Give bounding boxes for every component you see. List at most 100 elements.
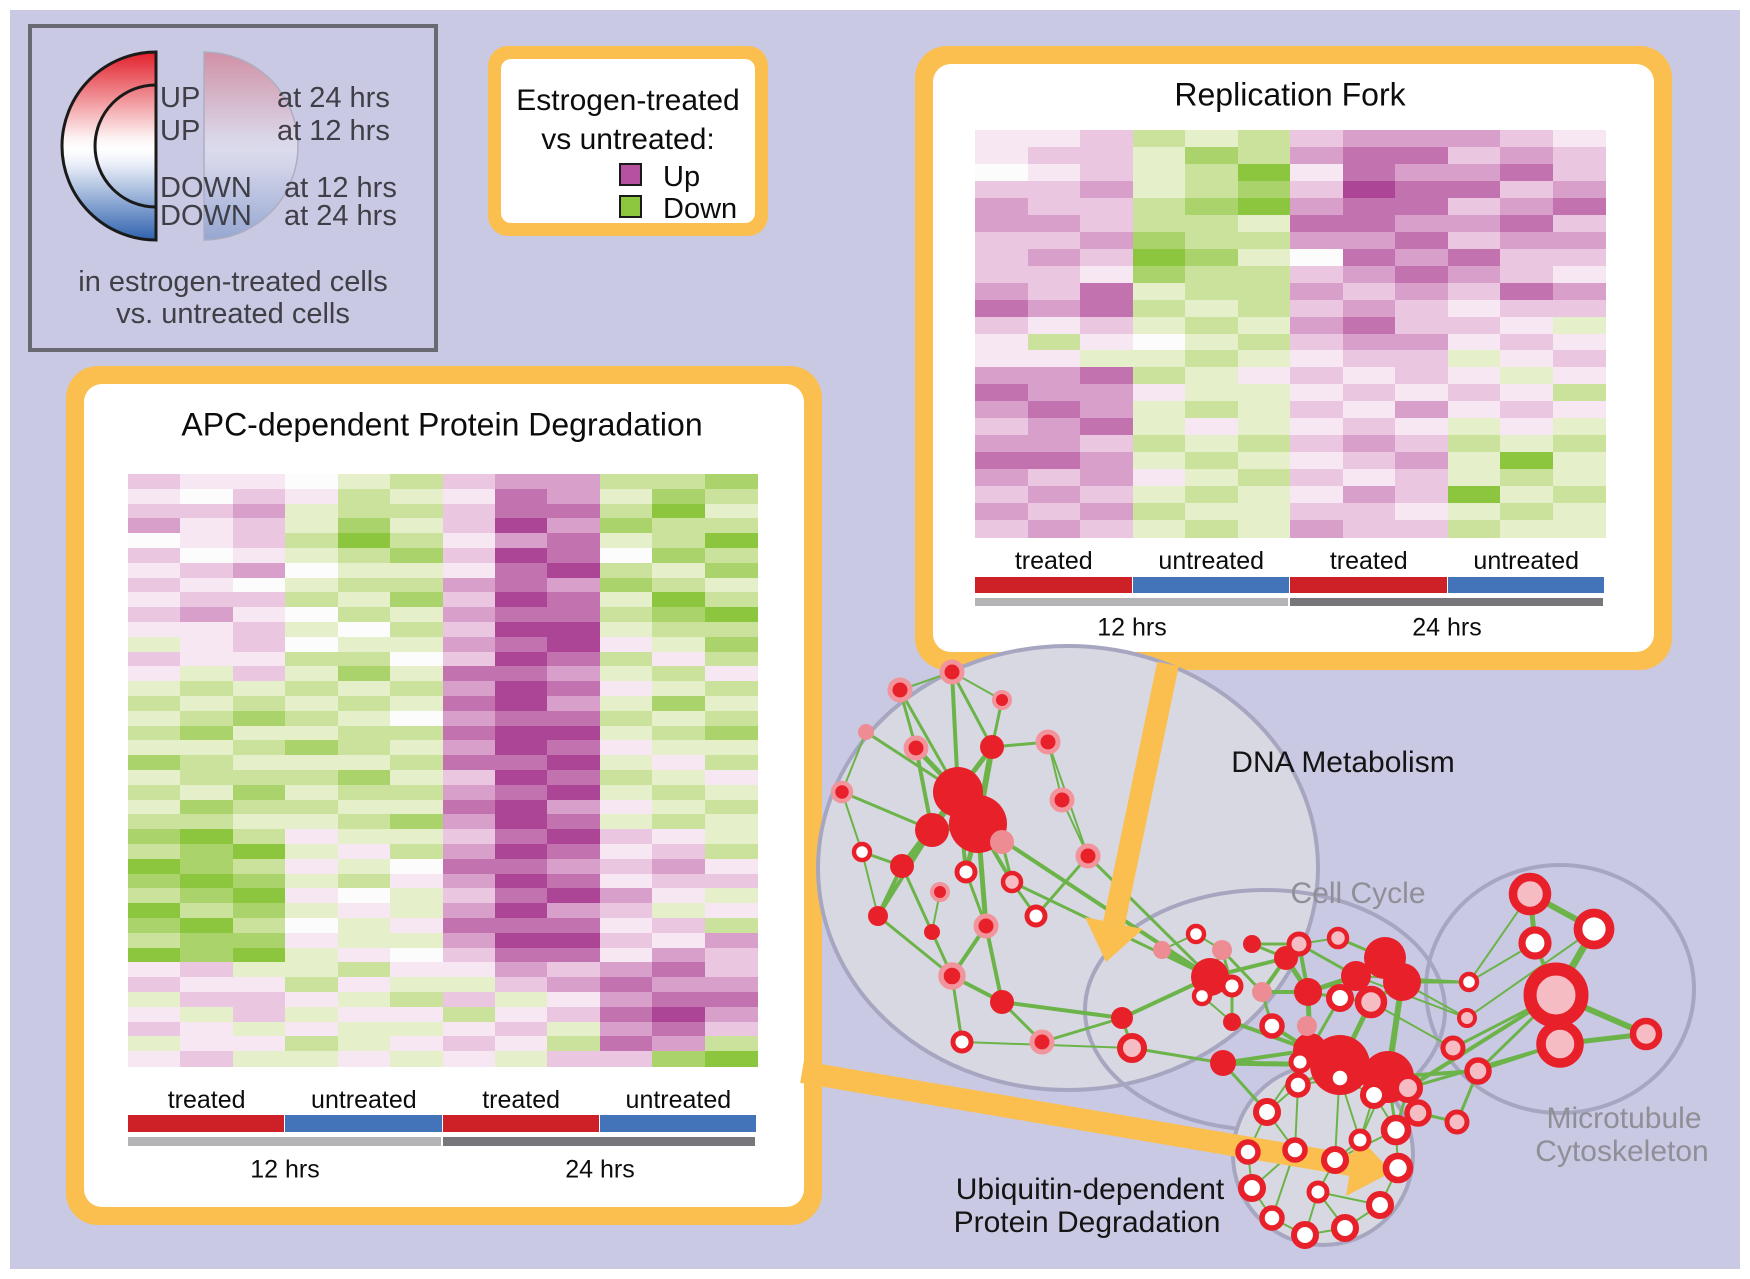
heatmap-cell	[494, 474, 548, 490]
heatmap-cell	[975, 163, 1029, 182]
network-node	[950, 1030, 974, 1054]
heatmap-cell	[337, 1051, 391, 1067]
heatmap-cell	[1552, 248, 1606, 267]
heatmap-cell	[1237, 130, 1291, 148]
heatmap-cell	[442, 814, 496, 830]
heatmap-cell	[704, 784, 758, 801]
heatmap-cell	[337, 696, 391, 712]
heatmap-cell	[1237, 231, 1291, 250]
heatmap-cell	[1500, 435, 1554, 453]
network-node	[1306, 1180, 1330, 1204]
heatmap-cell	[547, 814, 601, 830]
heatmap-cell	[599, 636, 653, 653]
heatmap-cell	[1447, 180, 1501, 199]
updown-item-down: Down	[501, 193, 755, 225]
heatmap-cell	[704, 770, 758, 786]
heatmap-cell	[599, 873, 653, 889]
heatmap-cell	[494, 592, 548, 608]
heatmap-cell	[704, 1006, 758, 1023]
network-node	[1252, 982, 1272, 1002]
heatmap-cell	[1027, 401, 1081, 419]
heatmap-cell	[1185, 452, 1239, 470]
heatmap-cell	[337, 666, 391, 682]
heatmap-cell	[442, 1051, 496, 1067]
heatmap-cell	[494, 784, 548, 801]
heatmap-cell	[1080, 350, 1134, 369]
heatmap-cell	[442, 592, 496, 608]
heatmap-cell	[442, 755, 496, 771]
heatmap-cell	[1237, 367, 1291, 385]
network-node	[1464, 1057, 1492, 1085]
heatmap-cell	[232, 992, 286, 1008]
heatmap-cell	[1395, 350, 1449, 369]
heatmap-cell	[1552, 180, 1606, 199]
heatmap-cell	[975, 350, 1029, 369]
heatmap-cell	[547, 1051, 601, 1067]
heatmap-cell	[494, 562, 548, 579]
heatmap-cell	[128, 888, 182, 904]
heatmap-cell	[285, 651, 339, 667]
heatmap-cell	[1027, 197, 1081, 216]
network-node	[992, 690, 1012, 710]
heatmap-cell	[1500, 520, 1554, 538]
heatmap-cell	[337, 474, 391, 490]
heatmap-cell	[1342, 299, 1396, 318]
heatmap-cell	[547, 844, 601, 860]
heatmap-cell	[128, 474, 182, 490]
heatmap-cell	[1237, 180, 1291, 199]
heatmap-cell	[547, 888, 601, 904]
heatmap-cell	[1500, 265, 1554, 284]
heatmap-cell	[1290, 469, 1344, 487]
heatmap-cell	[599, 533, 653, 549]
heatmap-cell	[390, 681, 444, 697]
heatmap-cell	[1552, 435, 1606, 453]
heatmap-cell	[704, 503, 758, 519]
heatmap-cell	[652, 636, 706, 653]
heatmap-cell	[1080, 214, 1134, 233]
heatmap-cell	[285, 503, 339, 519]
network-node	[851, 841, 873, 863]
heatmap-cell	[1447, 384, 1501, 402]
heatmap-cell	[442, 784, 496, 801]
network-node	[903, 735, 929, 761]
heatmap-cell	[390, 474, 444, 490]
heatmap-cell	[180, 814, 234, 830]
heatmap-cell	[1185, 231, 1239, 250]
heatmap-cell	[1552, 520, 1606, 538]
heatmap-cell	[1395, 367, 1449, 385]
heatmap-cell	[180, 562, 234, 579]
network-node	[1000, 870, 1024, 894]
heatmap-cell	[1132, 130, 1186, 148]
network-node	[1330, 1213, 1360, 1243]
heatmap-cell	[337, 592, 391, 608]
heatmap-cell	[652, 1051, 706, 1067]
heatmap-cell	[1395, 384, 1449, 402]
heatmap-cell	[1080, 231, 1134, 250]
updown-item-up: Up	[501, 161, 755, 193]
heatmap-cell	[180, 1036, 234, 1052]
heatmap-cell	[1185, 350, 1239, 369]
heatmap-cell	[599, 932, 653, 949]
heatmap-cell	[128, 755, 182, 771]
heatmap-cell	[1500, 231, 1554, 250]
network-node	[830, 780, 854, 804]
heatmap-cell	[599, 1051, 653, 1067]
heatmap-cell	[1552, 486, 1606, 504]
heatmap-cell	[1132, 520, 1186, 538]
heatmap-cell	[180, 710, 234, 727]
heatmap-cell	[494, 903, 548, 919]
heatmap-cell	[1500, 384, 1554, 402]
heatmap-cell	[337, 518, 391, 534]
time-label: 24 hrs	[1412, 613, 1482, 642]
heatmap-cell	[704, 1051, 758, 1067]
heatmap-cell	[494, 918, 548, 934]
network-edge	[1131, 1046, 1224, 1065]
heatmap-cell	[128, 918, 182, 934]
heatmap-cell	[975, 197, 1029, 216]
replication-fork-heatmap	[975, 130, 1606, 538]
legend-footer-2: vs. untreated cells	[116, 298, 350, 330]
heatmap-cell	[1290, 418, 1344, 436]
heatmap-cell	[180, 844, 234, 860]
heatmap-cell	[704, 962, 758, 978]
heatmap-cell	[1237, 197, 1291, 216]
